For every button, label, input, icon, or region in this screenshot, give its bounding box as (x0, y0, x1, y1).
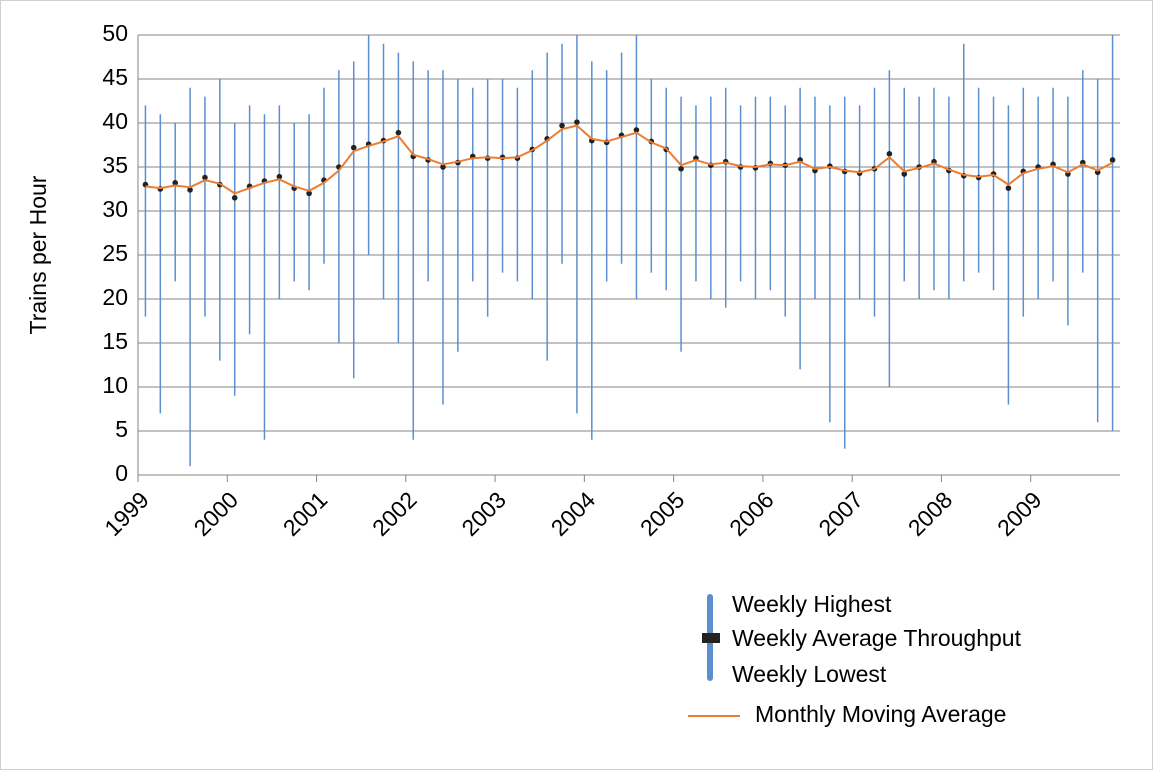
average-dot (1109, 157, 1116, 163)
moving-average-line (145, 124, 1114, 195)
average-dot (276, 173, 283, 180)
average-dot (633, 127, 640, 133)
average-dot (440, 164, 446, 170)
legend-label: Weekly Average Throughput (732, 625, 1022, 651)
average-dot (395, 129, 402, 136)
legend-label: Weekly Highest (732, 591, 892, 617)
average-dot (202, 174, 208, 181)
y-tick-label: 25 (102, 240, 128, 266)
average-dot (350, 144, 357, 151)
average-dot (886, 151, 893, 157)
average-dot (901, 171, 908, 177)
y-tick-label: 40 (102, 108, 128, 134)
average-dot (187, 187, 193, 193)
y-tick-label: 45 (102, 64, 128, 90)
legend-label: Monthly Moving Average (755, 701, 1006, 727)
y-tick-label: 30 (102, 196, 128, 222)
average-dot (306, 190, 312, 197)
average-dot (1005, 185, 1012, 191)
y-tick-label: 35 (102, 152, 128, 178)
average-dot (678, 165, 684, 172)
average-dot (172, 180, 178, 186)
average-dot (231, 195, 238, 201)
y-tick-label: 5 (115, 416, 128, 442)
legend-label: Weekly Lowest (732, 661, 887, 687)
y-tick-label: 10 (102, 372, 128, 398)
average-dot (559, 122, 565, 129)
y-tick-label: 15 (102, 328, 128, 354)
y-tick-label: 50 (102, 20, 128, 46)
y-axis-label: Trains per Hour (25, 175, 51, 334)
average-dot (574, 119, 580, 125)
legend-swatch (702, 633, 720, 643)
y-tick-label: 0 (115, 460, 128, 486)
y-tick-label: 20 (102, 284, 128, 310)
